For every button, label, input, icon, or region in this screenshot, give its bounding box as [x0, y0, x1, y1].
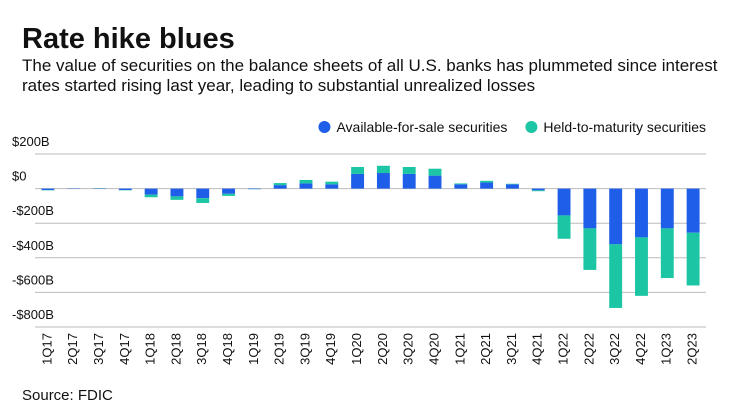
bar-segment [531, 190, 545, 192]
bar-segment [557, 215, 571, 239]
bar-segment [480, 182, 494, 189]
y-tick-label: -$600B [12, 272, 54, 287]
bar-segment [299, 183, 313, 189]
x-tick-label: 2Q19 [272, 333, 287, 365]
bar-segment [299, 179, 313, 184]
bar-segment [635, 188, 648, 238]
y-tick-label: $0 [12, 169, 26, 184]
chart-subtitle: The value of securities on the balance s… [22, 56, 718, 95]
bar-segment [144, 188, 158, 195]
x-tick-label: 1Q17 [39, 333, 54, 365]
legend-swatch [525, 121, 538, 133]
x-tick-label: 2Q17 [65, 333, 80, 365]
x-tick-label: 3Q22 [607, 333, 622, 365]
x-tick-label: 3Q17 [91, 333, 106, 365]
bar-segment [325, 181, 339, 185]
source: Source: FDIC [22, 387, 113, 404]
bar-segment [609, 244, 623, 308]
bar-segment [454, 184, 468, 189]
y-tick-label: -$200B [12, 203, 54, 218]
x-tick-label: 1Q18 [143, 333, 158, 365]
bar-segment [402, 166, 416, 174]
bar-segment [454, 183, 468, 185]
bar-segment [118, 188, 132, 190]
bar-segment [428, 175, 442, 189]
bar-segment [222, 193, 236, 196]
bar-segment [247, 188, 261, 190]
x-tick-label: 4Q18 [220, 333, 235, 365]
x-tick-label: 2Q20 [375, 333, 390, 365]
x-tick-label: 1Q19 [246, 333, 261, 365]
subtitle-box: The value of securities on the balance s… [22, 56, 718, 95]
chart-title: Rate hike blues [22, 23, 235, 55]
x-tick-label: 4Q20 [426, 333, 441, 365]
bar-segment [686, 232, 700, 286]
x-tick-label: 4Q17 [117, 333, 132, 365]
x-tick-label: 2Q18 [168, 333, 183, 365]
legend-label: Held-to-maturity securities [543, 119, 706, 135]
x-tick-label: 1Q20 [349, 333, 364, 365]
bar-segment [583, 188, 597, 229]
bar-segment [325, 184, 339, 189]
x-tick-label: 4Q22 [633, 333, 648, 365]
bar-segment [609, 188, 623, 245]
bar-segment [505, 183, 519, 185]
x-tick-label: 2Q22 [581, 333, 596, 365]
bar-segment [273, 185, 287, 189]
x-tick-label: 2Q23 [685, 333, 700, 365]
bar-segment [351, 166, 365, 174]
legend-swatch [318, 121, 331, 133]
x-tick-label: 2Q21 [478, 333, 493, 365]
bar-segment [505, 184, 519, 189]
bar-segment [273, 183, 287, 186]
x-tick-label: 4Q19 [323, 333, 338, 365]
bar-segment [686, 188, 700, 233]
bar-segment [557, 188, 571, 216]
y-tick-label: -$800B [12, 307, 54, 322]
x-tick-label: 4Q21 [530, 333, 545, 365]
x-tick-label: 1Q23 [659, 333, 674, 365]
bar-segment [428, 168, 442, 176]
x-tick-label: 1Q21 [452, 333, 467, 365]
bar-segment [144, 194, 158, 198]
legend-label: Available-for-sale securities [336, 119, 507, 135]
y-tick-label: $200B [12, 134, 50, 149]
x-tick-label: 3Q20 [401, 333, 416, 365]
bar-segment [196, 188, 210, 199]
bar-segment [480, 180, 494, 183]
bar-segment [196, 198, 210, 203]
bar-segment [635, 237, 648, 296]
bar-segment [222, 188, 236, 194]
y-tick-label: -$400B [12, 238, 54, 253]
bar-segment [402, 173, 416, 189]
x-tick-label: 3Q19 [297, 333, 312, 365]
x-tick-label: 1Q22 [555, 333, 570, 365]
bar-segment [170, 196, 184, 200]
bar-segment [660, 188, 674, 229]
bar-segment [531, 188, 545, 191]
bar-segment [376, 173, 390, 189]
bar-segment [583, 228, 597, 270]
x-tick-label: 3Q18 [194, 333, 209, 365]
bar-segment [376, 165, 390, 174]
bar-segment [41, 188, 55, 190]
bar-segment [170, 188, 184, 197]
bar-segment [660, 228, 674, 279]
bar-segment [351, 173, 365, 189]
x-tick-label: 3Q21 [504, 333, 519, 365]
